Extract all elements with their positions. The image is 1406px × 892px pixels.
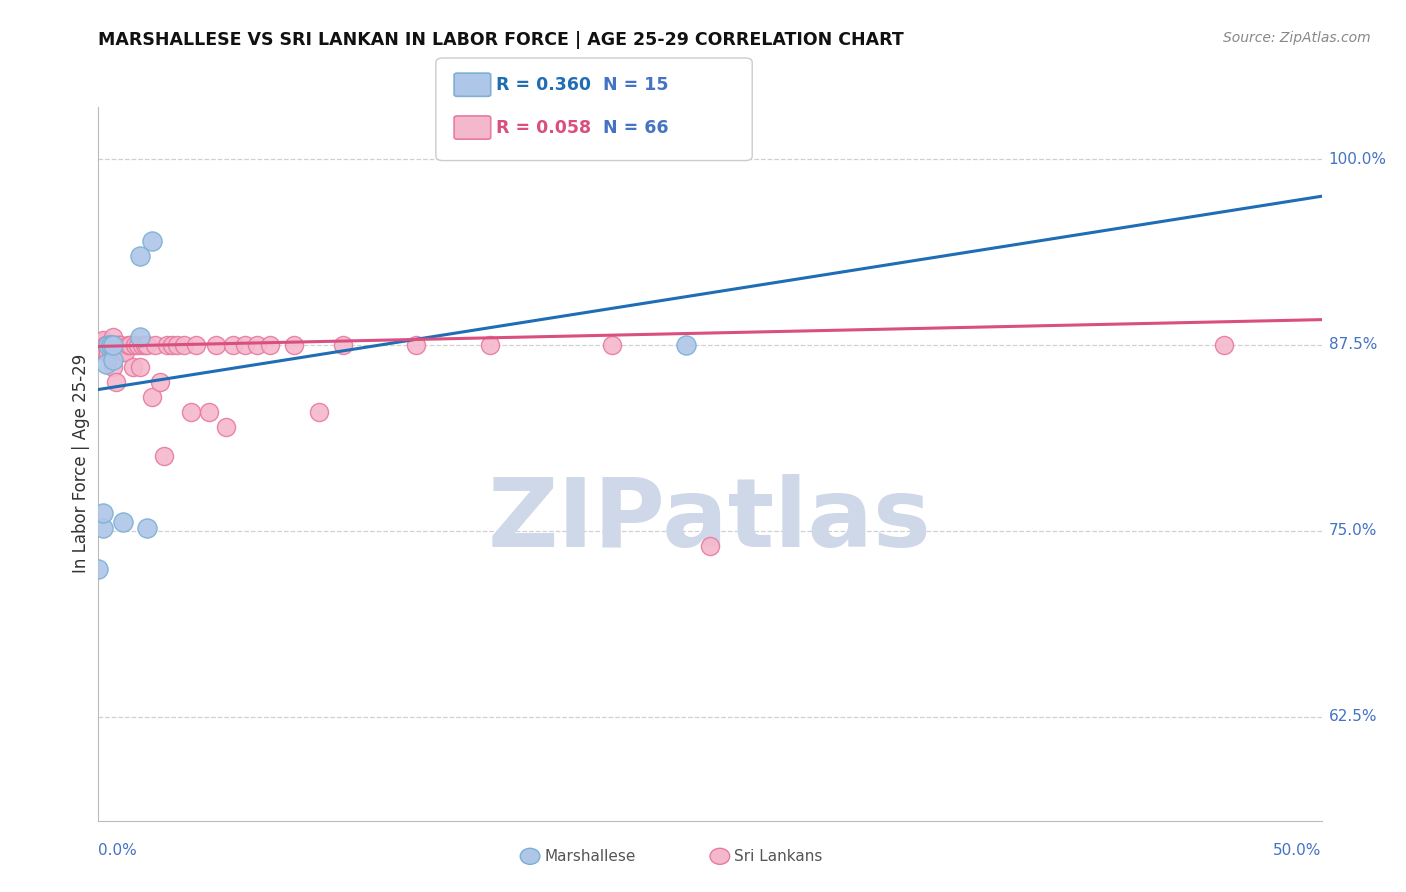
- Text: 87.5%: 87.5%: [1329, 337, 1376, 352]
- Point: [97, 338, 120, 352]
- Point: [111, 515, 134, 529]
- Point: [100, 338, 122, 352]
- Point: [160, 338, 183, 352]
- Point: [186, 338, 208, 352]
- Text: Marshallese: Marshallese: [544, 849, 636, 863]
- Point: [120, 338, 142, 352]
- Text: 62.5%: 62.5%: [1329, 709, 1376, 724]
- Point: [283, 338, 305, 352]
- Point: [97, 345, 120, 359]
- Text: ZIPatlas: ZIPatlas: [488, 475, 932, 567]
- Text: N = 15: N = 15: [603, 76, 669, 94]
- Text: R = 0.360: R = 0.360: [496, 76, 592, 94]
- Point: [101, 330, 124, 344]
- Point: [94, 357, 117, 371]
- Point: [91, 338, 114, 352]
- Point: [197, 405, 219, 419]
- Point: [94, 338, 117, 352]
- Point: [600, 338, 623, 352]
- Point: [104, 338, 127, 352]
- Point: [101, 338, 124, 352]
- Point: [94, 345, 117, 359]
- Point: [100, 338, 122, 352]
- Point: [246, 338, 269, 352]
- Point: [180, 405, 202, 419]
- Point: [91, 334, 114, 348]
- Text: 0.0%: 0.0%: [98, 843, 138, 858]
- Point: [121, 360, 143, 375]
- Point: [141, 390, 163, 404]
- Point: [134, 338, 156, 352]
- Point: [114, 345, 136, 359]
- Point: [97, 345, 120, 359]
- Point: [149, 375, 172, 389]
- Point: [100, 345, 122, 359]
- Text: 100.0%: 100.0%: [1329, 152, 1386, 167]
- Y-axis label: In Labor Force | Age 25-29: In Labor Force | Age 25-29: [72, 354, 90, 574]
- Point: [131, 338, 153, 352]
- Point: [308, 405, 330, 419]
- Point: [91, 334, 114, 349]
- Point: [90, 338, 112, 352]
- Point: [129, 360, 152, 375]
- Point: [110, 338, 132, 352]
- Point: [101, 338, 124, 352]
- Point: [91, 521, 114, 535]
- Point: [104, 375, 127, 389]
- Point: [405, 338, 427, 352]
- Point: [101, 352, 124, 367]
- Point: [675, 338, 697, 352]
- Point: [111, 345, 134, 359]
- Point: [94, 338, 117, 352]
- Point: [699, 539, 721, 553]
- Point: [332, 338, 354, 352]
- Point: [233, 338, 256, 352]
- Point: [97, 338, 120, 352]
- Point: [1212, 338, 1234, 352]
- Point: [214, 419, 236, 434]
- Text: MARSHALLESE VS SRI LANKAN IN LABOR FORCE | AGE 25-29 CORRELATION CHART: MARSHALLESE VS SRI LANKAN IN LABOR FORCE…: [98, 31, 904, 49]
- Point: [90, 334, 112, 349]
- Point: [143, 338, 166, 352]
- Point: [90, 338, 112, 352]
- Point: [129, 249, 152, 263]
- Point: [124, 338, 146, 352]
- Point: [87, 562, 110, 576]
- Point: [90, 338, 112, 352]
- Point: [91, 343, 114, 357]
- Point: [91, 338, 114, 352]
- Point: [222, 338, 245, 352]
- Point: [205, 338, 228, 352]
- Text: 75.0%: 75.0%: [1329, 524, 1376, 538]
- Point: [141, 234, 163, 248]
- Point: [156, 338, 179, 352]
- Point: [91, 506, 114, 520]
- Point: [101, 360, 124, 375]
- Point: [153, 450, 176, 464]
- Text: Source: ZipAtlas.com: Source: ZipAtlas.com: [1223, 31, 1371, 45]
- Point: [94, 338, 117, 352]
- Point: [110, 338, 132, 352]
- Text: N = 66: N = 66: [603, 119, 669, 136]
- Point: [136, 338, 159, 352]
- Point: [91, 338, 114, 352]
- Point: [173, 338, 195, 352]
- Text: R = 0.058: R = 0.058: [496, 119, 592, 136]
- Text: 50.0%: 50.0%: [1274, 843, 1322, 858]
- Point: [100, 338, 122, 352]
- Point: [136, 521, 159, 535]
- Point: [117, 338, 139, 352]
- Point: [107, 338, 129, 352]
- Point: [100, 338, 122, 352]
- Point: [166, 338, 188, 352]
- Point: [259, 338, 281, 352]
- Point: [478, 338, 501, 352]
- Point: [129, 330, 152, 344]
- Point: [91, 338, 114, 352]
- Point: [90, 338, 112, 352]
- Point: [127, 338, 149, 352]
- Text: Sri Lankans: Sri Lankans: [734, 849, 823, 863]
